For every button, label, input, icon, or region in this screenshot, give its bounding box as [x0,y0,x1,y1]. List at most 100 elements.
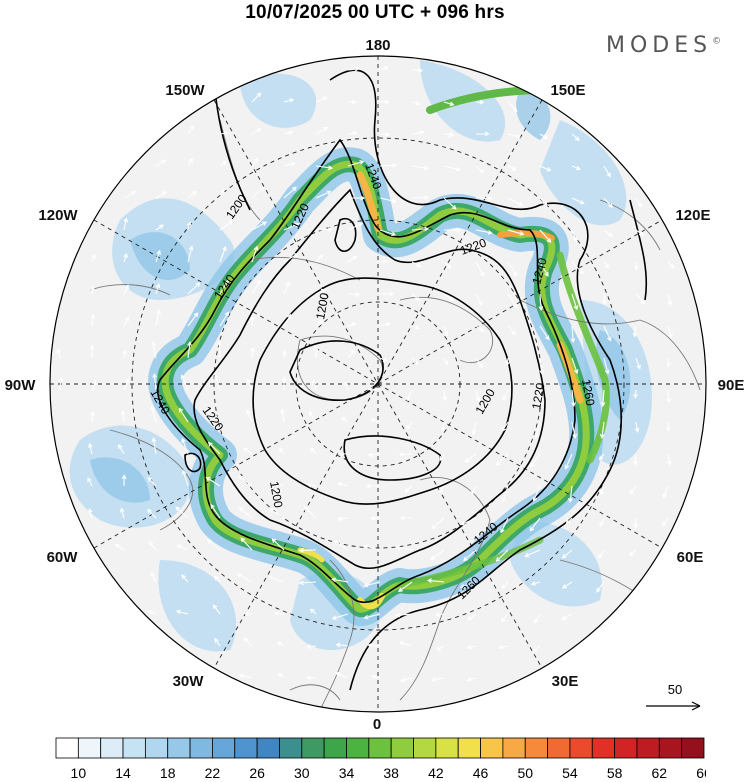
lon-label-60e: 60E [677,549,704,566]
wind-arrow [501,421,509,432]
wind-arrow [58,376,64,391]
wind-arrow [344,381,349,391]
wind-arrow [205,476,221,487]
wind-arrow [175,609,189,615]
wind-arrow [598,453,605,461]
wind-arrow [404,485,413,493]
colorbar: 10141822263034384246505458626670 [55,737,706,780]
lon-label-0: 0 [373,716,381,730]
wind-arrow [251,186,265,199]
wind-arrow [240,537,253,551]
wind-arrow [561,613,573,621]
wind-arrow [269,508,285,519]
wind-arrow [347,99,357,105]
wind-arrow [347,195,366,201]
wind-arrow [379,197,397,204]
contour-small [334,218,357,253]
wind-arrow [561,549,573,559]
wind-arrow [666,389,672,404]
wind-arrow [600,389,606,408]
wind-arrow [367,452,381,458]
coastlines [89,119,701,711]
wind-arrow [475,293,483,307]
wind-arrow [665,421,671,432]
wind-arrow [147,610,157,615]
wind-arrow [561,581,573,589]
wind-arrow [121,474,127,487]
wind-arrow [246,378,253,391]
colorbar-box [100,737,124,759]
colorbar-box [55,737,79,759]
wind-arrow [219,130,230,136]
wind-arrow [571,389,576,408]
colorbar-tick-label: 58 [607,765,623,780]
wind-arrow [662,517,669,527]
wind-arrow [311,380,317,391]
wind-arrow [634,261,639,271]
wind-arrow [564,453,573,470]
map-title: 10/07/2025 00 UTC + 096 hrs [245,2,505,23]
graticule [50,56,706,712]
wind-arrow [281,376,287,391]
wind-arrow [283,161,296,167]
wind-arrow [507,325,516,336]
wind-arrow [603,261,609,270]
map-disk [50,56,706,712]
wind-arrow [501,485,509,503]
wind-arrow [570,325,576,344]
wind-arrow [181,469,189,487]
wind-arrow [347,159,365,167]
lon-label-150w: 150W [165,82,205,99]
wind-arrow [347,348,356,359]
lon-label-60w: 60W [47,549,79,566]
wind-arrow [567,485,573,504]
wind-arrow [315,254,324,263]
wind-arrow [313,345,319,358]
wind-arrow [123,217,129,231]
wind-arrow [529,517,541,532]
wind-arrow [411,226,430,232]
wind-arrow [298,547,317,553]
wind-arrow [251,157,259,167]
wind-vectors [56,65,675,683]
wind-arrow [571,421,578,439]
wind-arrow [187,124,194,135]
wind-arrow [603,357,610,375]
wind-arrow [152,372,158,391]
wind-arrow [283,313,292,327]
wind-arrow [219,160,227,167]
colorbar-box [390,737,414,759]
wind-arrow [539,229,552,243]
wind-arrow [336,516,349,522]
wind-arrow [123,316,130,327]
wind-arrow [632,325,638,338]
wind-arrow [155,224,164,231]
lon-label-150e: 150E [550,82,585,99]
contour-edge [214,89,251,211]
wind-arrow [443,197,457,210]
wind-arrow [475,131,490,137]
wind-arrow [635,197,642,208]
colorbar-box [279,737,303,759]
wind-arrow [667,261,675,269]
wind-arrow [379,291,394,297]
wind-arrow [539,325,550,341]
wind-arrow [219,311,229,327]
wind-arrow [629,549,637,557]
wind-arrow [507,229,525,236]
wind-arrow [603,197,613,208]
colorbar-box [212,737,236,759]
wind-arrow [243,637,253,647]
wind-arrow [603,325,612,342]
wind-arrow [370,516,381,521]
wind-arrow [603,229,613,237]
wind-arrow [475,196,494,201]
wind-arrow [379,65,390,71]
wind-arrow [495,549,509,562]
wind-arrow [411,195,430,201]
wind-arrow [315,190,332,199]
wind-arrow [507,101,518,113]
wind-arrow [539,261,549,277]
colorbar-box [346,737,370,759]
wind-arrow [379,229,397,237]
